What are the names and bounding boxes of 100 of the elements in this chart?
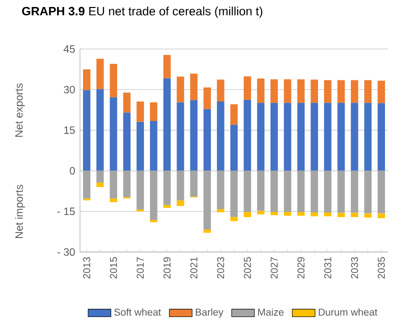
- bar: [284, 170, 292, 212]
- bar: [244, 100, 252, 171]
- bar: [270, 170, 278, 212]
- bar: [176, 76, 184, 102]
- bar: [216, 170, 224, 209]
- bar: [337, 102, 345, 171]
- bar: [324, 80, 332, 103]
- bar: [337, 80, 345, 103]
- y-tick-label: - 15: [57, 208, 75, 216]
- bar: [176, 200, 184, 206]
- bar: [297, 102, 305, 171]
- bar: [190, 74, 198, 100]
- y-tick-label: - 30: [57, 248, 75, 256]
- x-tick-label: 2035: [378, 257, 385, 278]
- legend-label: Durum wheat: [318, 308, 378, 316]
- bar: [310, 170, 318, 212]
- bar: [136, 170, 144, 210]
- bar: [378, 80, 385, 104]
- text: Net imports: [15, 184, 25, 238]
- bar: [310, 212, 318, 216]
- bar: [378, 170, 385, 214]
- bar: [378, 103, 385, 171]
- y-tick-label: 15: [64, 126, 75, 134]
- x-tick-label: 2025: [244, 257, 251, 278]
- bar: [244, 76, 252, 100]
- x-tick-label: 2029: [297, 257, 305, 278]
- bar: [230, 104, 238, 125]
- bar: [123, 170, 131, 198]
- bar: [110, 64, 118, 98]
- bar: [270, 212, 278, 216]
- bar: [163, 78, 171, 171]
- x-tick-label: 2023: [217, 257, 224, 278]
- bar: [297, 170, 305, 212]
- bar: [284, 79, 292, 103]
- bar: [150, 121, 158, 171]
- bar: [364, 170, 372, 214]
- bar: [163, 204, 171, 208]
- bar: [364, 80, 372, 103]
- bar: [337, 170, 345, 213]
- bar: [204, 170, 211, 230]
- bar: [136, 122, 144, 171]
- bar: [96, 170, 104, 182]
- y-tick-label: 30: [64, 86, 75, 94]
- bar: [257, 102, 264, 171]
- bar: [204, 87, 211, 110]
- bar: [96, 58, 104, 90]
- bar: [150, 170, 158, 220]
- bar: [230, 170, 238, 217]
- y-axis-title: Net exports: [15, 83, 25, 137]
- bar: [284, 102, 292, 171]
- bar: [204, 230, 211, 233]
- bar: [350, 170, 358, 213]
- x-tick-label: 2033: [350, 257, 358, 278]
- bar: [230, 124, 238, 171]
- bar: [310, 80, 318, 103]
- bar: [350, 102, 358, 171]
- bar: [83, 170, 90, 198]
- chart-title: GRAPH 3.9 EU net trade of cereals (million t): [22, 6, 262, 18]
- bar: [176, 102, 184, 171]
- bar: [110, 97, 118, 171]
- bar: [163, 170, 171, 205]
- bar: [163, 54, 171, 78]
- bar: [310, 102, 318, 171]
- bar: [297, 79, 305, 103]
- x-tick-label: 2019: [164, 257, 171, 278]
- bar: [123, 112, 131, 171]
- x-tick-label: 2017: [136, 257, 144, 278]
- bar: [83, 90, 90, 171]
- x-tick-label: 2013: [83, 257, 90, 278]
- bar: [364, 102, 372, 171]
- bar: [378, 213, 385, 218]
- legend-label: Soft wheat: [114, 308, 161, 316]
- bar: [136, 102, 144, 122]
- x-tick-label: 2031: [324, 257, 332, 278]
- bar: [257, 210, 264, 214]
- bar: [270, 79, 278, 103]
- bar: [324, 102, 332, 171]
- bar: [110, 170, 118, 198]
- bar: [270, 102, 278, 171]
- x-tick-label: 2021: [190, 257, 198, 278]
- bar: [350, 80, 358, 103]
- bar: [244, 170, 252, 212]
- bar: [96, 182, 104, 188]
- bar: [83, 69, 90, 90]
- bar: [216, 102, 224, 171]
- bar: [190, 170, 198, 197]
- bar: [204, 109, 211, 171]
- bar: [190, 100, 198, 171]
- x-tick-label: 2015: [110, 257, 118, 278]
- bar: [324, 170, 332, 212]
- bar: [176, 170, 184, 200]
- y-tick-label: 0: [70, 167, 75, 175]
- y-tick-label: 45: [64, 45, 75, 53]
- legend-label: Maize: [258, 308, 284, 316]
- bar: [244, 212, 252, 218]
- bar: [257, 170, 264, 211]
- bar: [150, 102, 158, 122]
- bar: [123, 92, 131, 113]
- x-tick-label: 2027: [270, 257, 278, 278]
- bar: [324, 212, 332, 216]
